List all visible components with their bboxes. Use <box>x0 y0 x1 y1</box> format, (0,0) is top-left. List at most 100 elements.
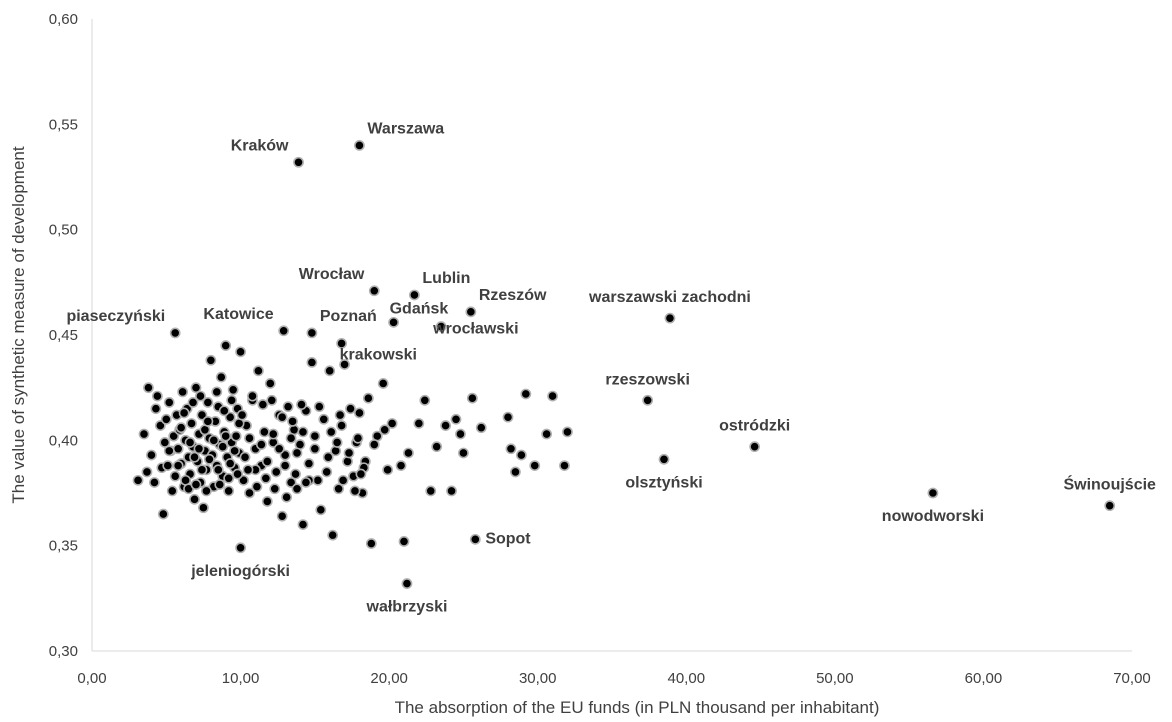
data-point <box>337 474 349 486</box>
data-point <box>244 432 255 444</box>
data-point <box>190 382 202 394</box>
data-point <box>251 481 263 493</box>
data-point <box>431 441 443 453</box>
data-point <box>193 443 205 455</box>
data-point <box>132 474 144 486</box>
data-point <box>244 487 255 499</box>
data-point <box>475 422 487 434</box>
labeled-data-point <box>408 289 420 301</box>
data-point <box>547 390 558 402</box>
data-point <box>195 390 206 402</box>
data-point <box>336 420 347 431</box>
data-point <box>300 477 312 488</box>
data-point <box>255 439 267 450</box>
labeled-data-point <box>658 453 670 465</box>
data-point <box>297 426 309 438</box>
point-label: Katowice <box>203 306 273 323</box>
labeled-data-point <box>169 327 181 339</box>
data-point <box>309 430 321 442</box>
labeled-data-point <box>354 139 365 151</box>
data-point <box>177 386 189 398</box>
data-point <box>312 474 324 486</box>
labeled-data-point <box>642 394 654 406</box>
data-point <box>226 394 238 406</box>
data-point <box>202 397 214 408</box>
data-point <box>297 519 309 530</box>
data-point <box>529 460 541 472</box>
data-point <box>365 538 377 549</box>
data-point <box>260 472 272 484</box>
data-point <box>541 428 553 440</box>
data-point <box>189 451 200 463</box>
data-point <box>242 464 254 476</box>
data-point <box>334 409 346 421</box>
data-point <box>413 418 425 429</box>
labeled-data-point <box>278 325 290 337</box>
data-point <box>175 422 187 434</box>
data-point <box>223 472 235 484</box>
data-point <box>562 426 573 438</box>
data-point <box>282 401 294 413</box>
data-point <box>325 426 337 438</box>
data-point <box>287 415 298 427</box>
data-point <box>327 529 339 541</box>
data-point <box>273 443 285 455</box>
point-label: Rzeszów <box>479 287 547 304</box>
data-point <box>306 356 318 368</box>
data-point <box>261 455 273 467</box>
data-point <box>163 445 175 457</box>
data-point <box>279 449 291 461</box>
x-tick-label: 30,00 <box>519 670 557 687</box>
data-point <box>395 460 407 472</box>
data-point <box>218 405 230 417</box>
data-point <box>354 407 365 419</box>
data-point <box>505 443 517 455</box>
data-point <box>264 378 276 389</box>
data-point <box>223 485 235 497</box>
point-label: Gdańsk <box>390 300 449 317</box>
data-point <box>239 451 251 463</box>
data-point <box>270 466 282 478</box>
data-point <box>515 449 527 461</box>
data-point <box>196 409 208 421</box>
point-labels: Kraków Warszawa Wrocław Lublin Rzeszów warsza… <box>66 120 1156 615</box>
data-point <box>159 437 171 448</box>
data-point <box>150 403 162 415</box>
y-tick-label: 0,40 <box>49 432 78 449</box>
data-point <box>235 346 246 358</box>
data-point <box>146 449 157 461</box>
labeled-data-point <box>749 441 761 453</box>
y-tick-label: 0,55 <box>49 116 78 133</box>
x-tick-labels: 0,00 10,00 20,00 30,00 40,00 50,00 60,00 70,00 <box>77 670 1150 687</box>
data-point <box>257 399 269 410</box>
data-point <box>315 504 327 516</box>
data-point <box>333 483 345 495</box>
data-point <box>352 432 364 444</box>
data-point <box>200 485 212 497</box>
data-point <box>186 418 197 429</box>
data-point <box>349 485 361 497</box>
data-point <box>466 392 478 404</box>
data-point <box>379 424 391 436</box>
data-point <box>440 420 451 431</box>
y-tick-labels: 0,30 0,35 0,40 0,45 0,50 0,55 0,60 <box>49 11 78 660</box>
data-point <box>214 479 226 490</box>
point-label: wałbrzyski <box>366 599 448 616</box>
data-point <box>368 439 380 450</box>
data-point <box>318 413 330 425</box>
point-label: warszawski zachodni <box>588 289 751 306</box>
data-point <box>303 458 315 469</box>
point-label: Świnoujście <box>1063 475 1156 494</box>
data-point <box>227 384 239 396</box>
data-point <box>520 388 532 400</box>
data-point <box>324 365 336 377</box>
x-tick-label: 10,00 <box>222 670 260 687</box>
data-point <box>502 411 514 423</box>
x-tick-label: 60,00 <box>965 670 1003 687</box>
data-point <box>309 443 321 455</box>
data-point <box>205 354 217 366</box>
data-points <box>132 139 1116 589</box>
data-point <box>141 466 153 478</box>
labeled-data-point <box>235 542 246 554</box>
point-label: piaseczyński <box>66 308 165 325</box>
